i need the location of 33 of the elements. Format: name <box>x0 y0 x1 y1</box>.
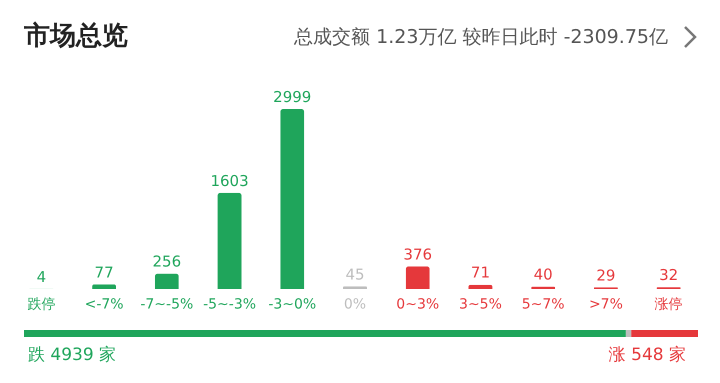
x-tick-label: -7~-5% <box>140 296 194 312</box>
data-label: 256 <box>152 252 182 271</box>
bar <box>406 266 430 289</box>
data-label: 71 <box>470 264 490 282</box>
bar <box>154 274 179 289</box>
chart-subtitle: 总成交额 1.23万亿 较昨日此时 -2309.75亿 <box>294 25 668 50</box>
text: 跌 4939 家 <box>28 344 116 366</box>
bar <box>343 286 367 289</box>
data-label: 40 <box>534 266 553 284</box>
data-label: 77 <box>94 263 114 282</box>
data-label: 4 <box>36 268 46 286</box>
text: 涨 548 家 <box>608 344 686 366</box>
x-tick-label: 3~5% <box>459 296 502 312</box>
x-tick-label: 涨停 <box>654 296 683 312</box>
data-label: 32 <box>659 266 678 284</box>
chart-title: 市场总览 <box>24 20 128 53</box>
x-tick-label: >7% <box>588 296 623 312</box>
bar <box>280 109 304 289</box>
bar <box>218 192 242 289</box>
bar <box>92 284 116 289</box>
data-label: 376 <box>403 245 432 264</box>
x-tick-label: 5~7% <box>522 296 565 312</box>
data-label: 29 <box>596 266 616 284</box>
x-tick-label: 0~3% <box>396 296 440 312</box>
x-tick-label: -3~0% <box>268 296 316 312</box>
bar <box>468 284 492 289</box>
data-label: 2999 <box>273 88 312 106</box>
x-tick-label: <-7% <box>84 296 124 312</box>
x-tick-label: -5~-3% <box>203 296 256 312</box>
x-tick-label: 0% <box>344 296 366 312</box>
data-label: 45 <box>345 265 365 284</box>
data-label: 1603 <box>210 172 249 190</box>
x-tick-label: 跌停 <box>27 296 56 312</box>
